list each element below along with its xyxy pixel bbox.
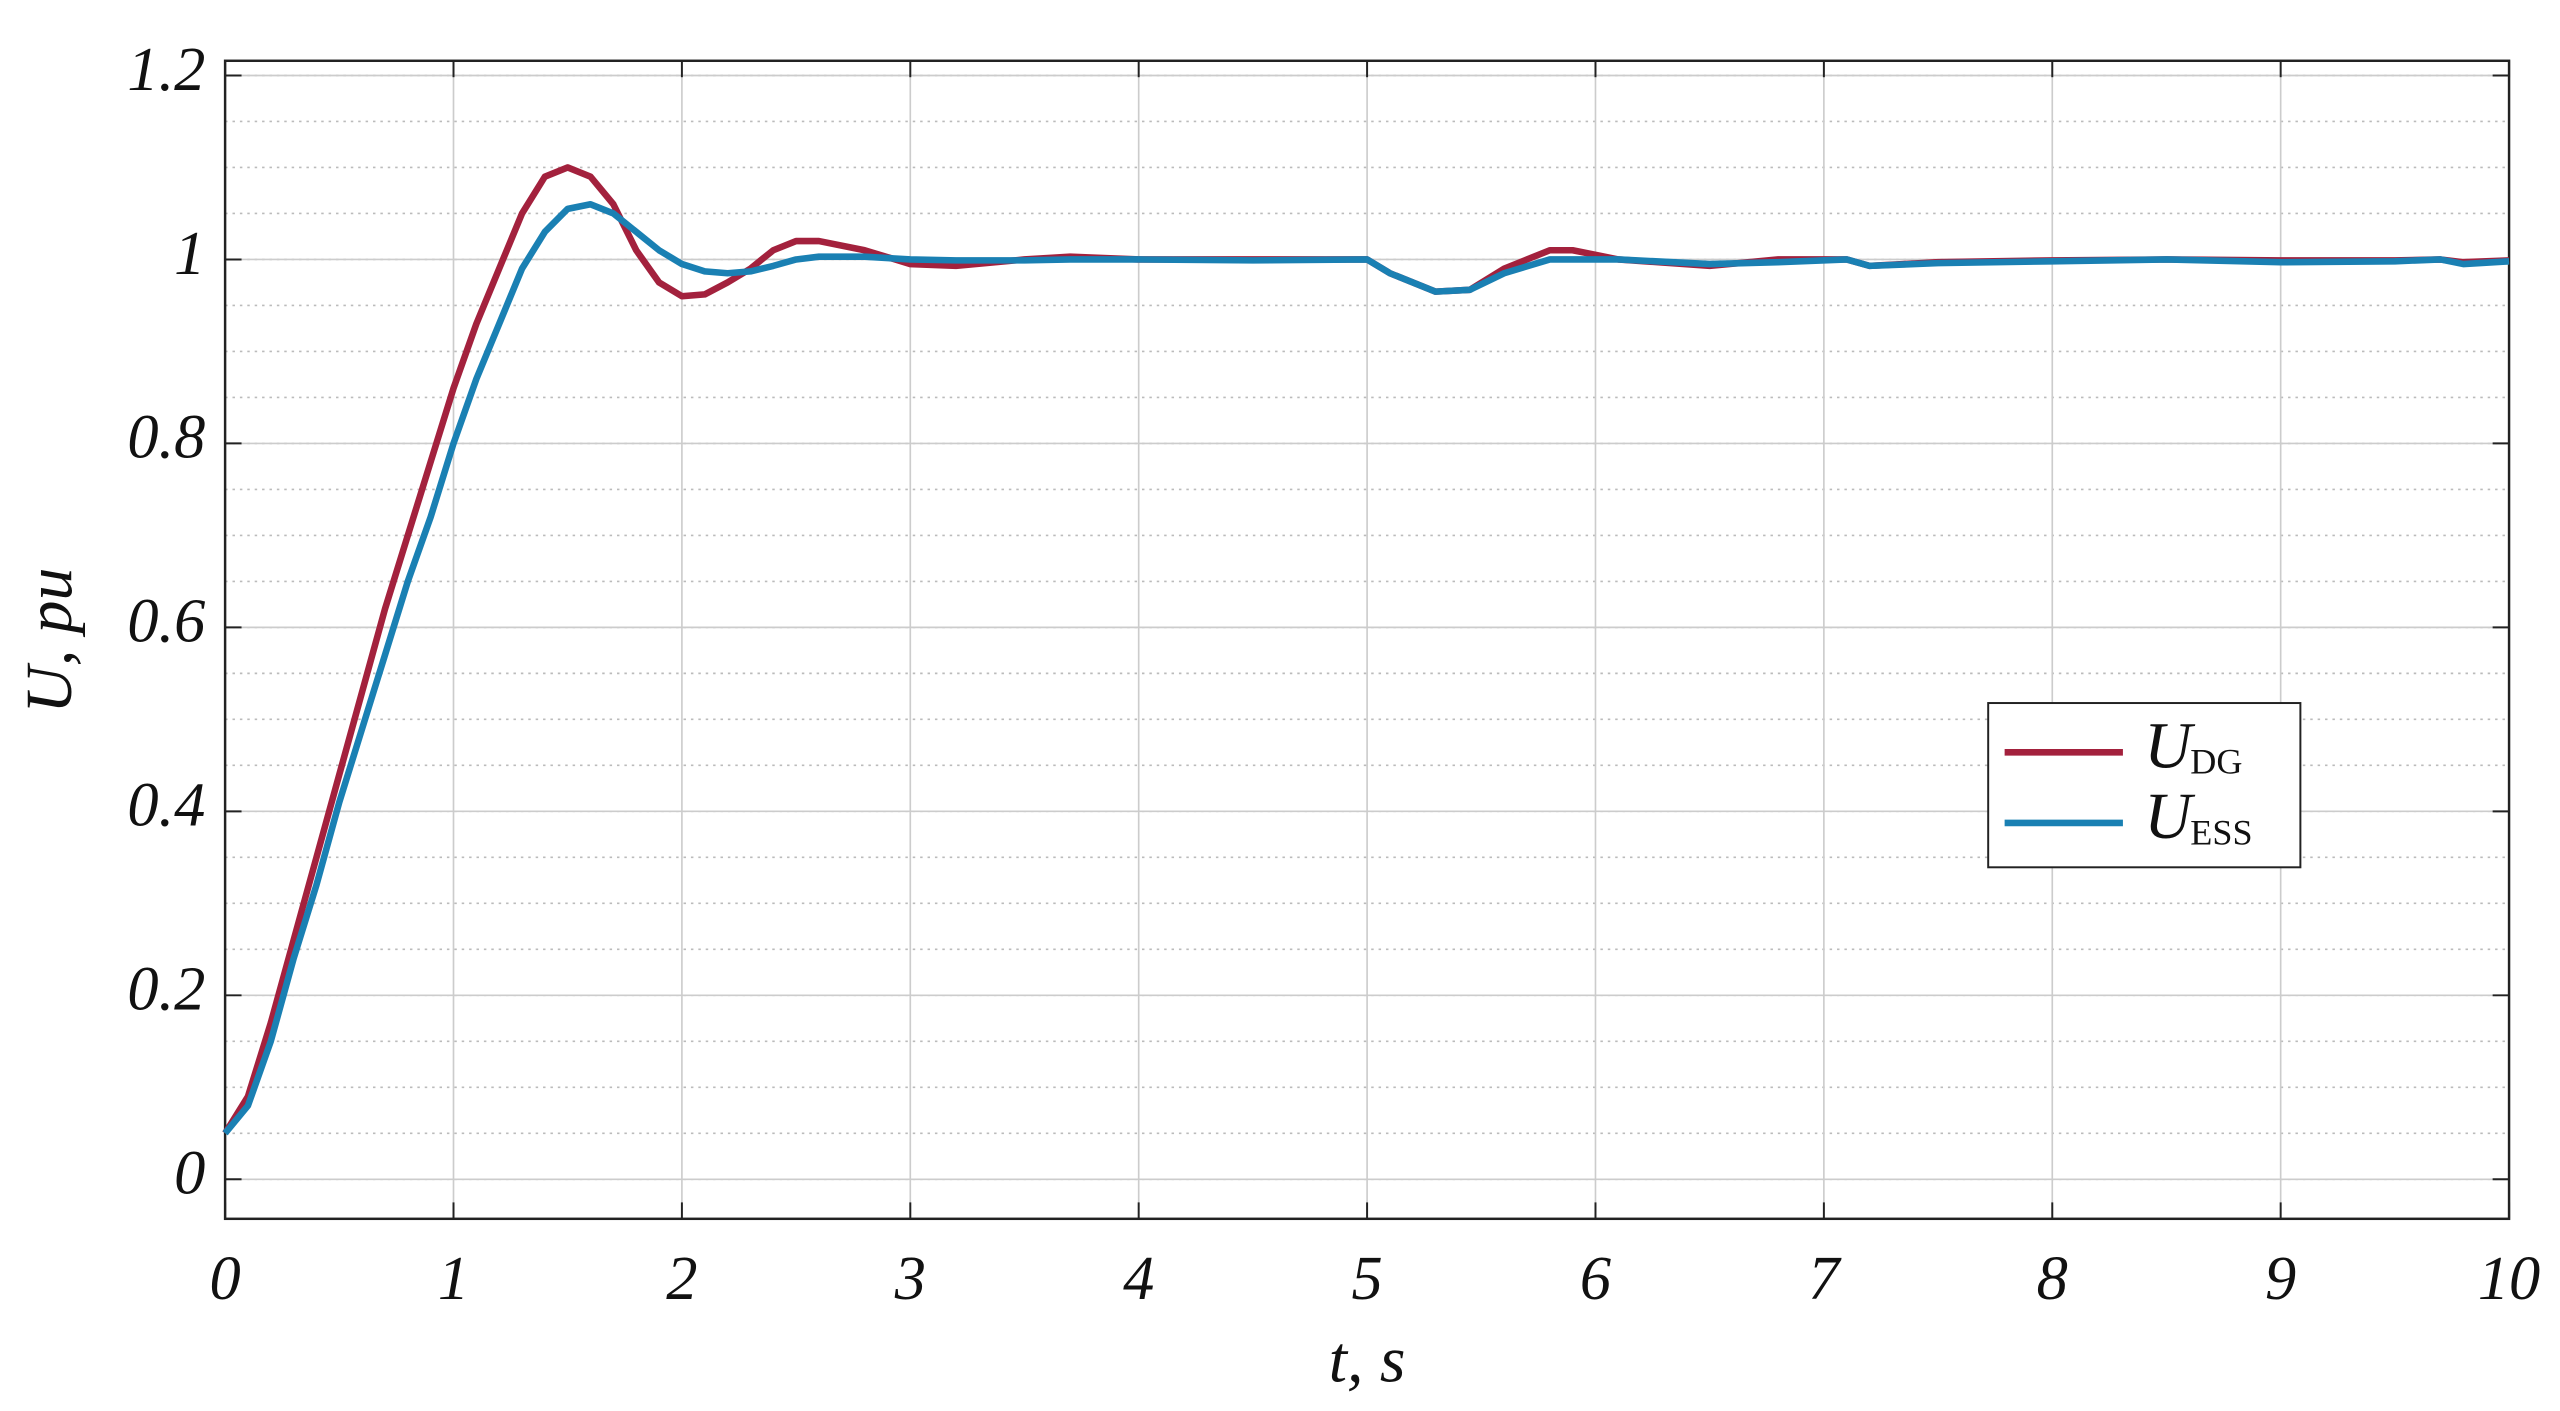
y-tick-label: 0.6 — [127, 586, 205, 656]
y-tick-label: 0.8 — [127, 402, 205, 472]
y-tick-label: 0.4 — [127, 770, 205, 840]
x-tick-label: 6 — [1580, 1243, 1611, 1313]
x-tick-label: 9 — [2265, 1243, 2296, 1313]
x-tick-label: 2 — [666, 1243, 697, 1313]
legend-subscript: DG — [2190, 742, 2242, 782]
x-tick-label: 1 — [438, 1243, 469, 1313]
x-axis-label: t, s — [1329, 1324, 1406, 1397]
legend-label: U — [2144, 780, 2196, 853]
legend-box — [1987, 702, 2302, 869]
plot-frame — [223, 59, 2511, 1221]
x-tick-label: 5 — [1351, 1243, 1382, 1313]
y-tick-label: 1 — [174, 218, 205, 288]
y-axis-label: U, pu — [13, 568, 86, 714]
x-tick-label: 10 — [2478, 1243, 2540, 1313]
legend-label: U — [2144, 709, 2196, 782]
y-tick-label: 1.2 — [127, 34, 205, 104]
y-tick-label: 0 — [174, 1138, 205, 1208]
x-tick-label: 3 — [894, 1243, 926, 1313]
line-series — [222, 200, 2510, 1136]
legend-subscript: ESS — [2190, 812, 2252, 852]
y-tick-label: 0.2 — [127, 954, 205, 1024]
x-tick-label: 0 — [210, 1243, 241, 1313]
x-tick-label: 7 — [1808, 1243, 1842, 1313]
x-tick-label: 4 — [1123, 1243, 1154, 1313]
x-tick-label: 8 — [2037, 1243, 2068, 1313]
